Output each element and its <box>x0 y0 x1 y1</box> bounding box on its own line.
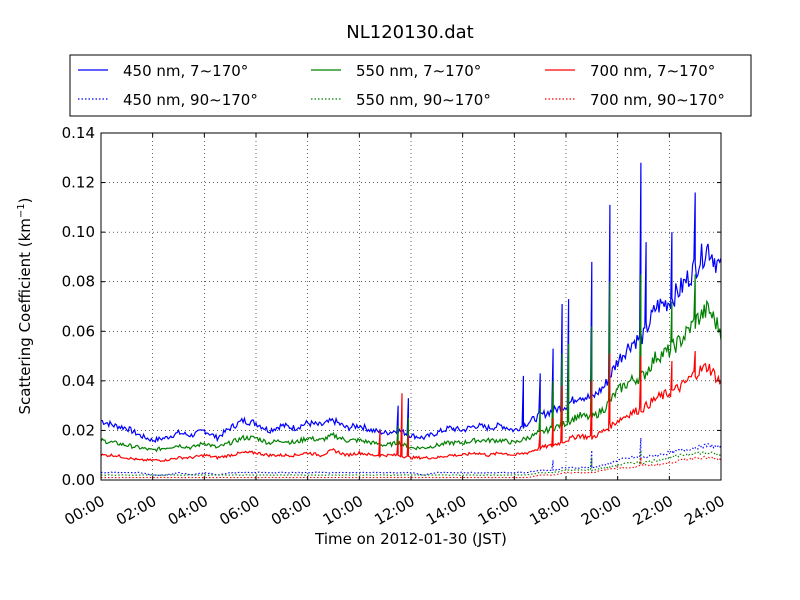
y-tick-label: 0.02 <box>62 421 95 439</box>
legend-box <box>69 54 752 117</box>
series-line-5 <box>100 450 722 476</box>
legend-label: 700 nm, 90∼170° <box>590 91 725 109</box>
series-line-1 <box>101 162 722 443</box>
y-axis: 0.00 0.02 0.04 0.06 0.08 0.10 0.12 0.14 <box>62 124 721 489</box>
x-tick-label: 12:00 <box>371 492 417 529</box>
series-line-6 <box>100 455 722 479</box>
x-tick-label: 22:00 <box>630 492 676 529</box>
y-axis-label: Scattering Coefficient (km−1) <box>16 197 34 414</box>
legend-label: 450 nm, 90∼170° <box>123 91 258 109</box>
y-tick-label: 0.12 <box>62 174 95 192</box>
x-tick-label: 04:00 <box>165 492 211 529</box>
y-tick-label: 0.06 <box>62 322 95 340</box>
legend-label: 550 nm, 7∼170° <box>356 62 481 80</box>
y-axis-label-sup: −1 <box>16 203 27 218</box>
series-group <box>100 162 722 479</box>
grid <box>101 133 721 480</box>
y-tick-label: 0.04 <box>62 372 95 390</box>
series-line-3 <box>100 351 722 462</box>
legend-label: 550 nm, 90∼170° <box>356 91 491 109</box>
x-axis-label: Time on 2012-01-30 (JST) <box>314 530 507 548</box>
y-tick-label: 0.10 <box>62 223 95 241</box>
x-tick-label: 02:00 <box>113 492 159 529</box>
x-tick-label: 20:00 <box>578 492 624 529</box>
y-tick-label: 0.14 <box>62 124 95 142</box>
series-line-2 <box>100 274 722 453</box>
y-tick-label: 0.08 <box>62 273 95 291</box>
x-tick-label: 10:00 <box>320 492 366 529</box>
y-tick-label: 0.00 <box>62 471 95 489</box>
x-tick-label: 06:00 <box>216 492 262 529</box>
y-axis-label-close: ) <box>16 197 34 203</box>
x-tick-label: 18:00 <box>526 492 572 529</box>
x-tick-label: 16:00 <box>475 492 521 529</box>
x-tick-label: 14:00 <box>423 492 469 529</box>
chart-title: NL120130.dat <box>346 22 473 43</box>
x-tick-label: 24:00 <box>681 492 727 529</box>
legend-label: 450 nm, 7∼170° <box>123 62 248 80</box>
legend: 450 nm, 7∼170° 550 nm, 7∼170° 700 nm, 7∼17… <box>69 54 752 117</box>
x-tick-label: 08:00 <box>268 492 314 529</box>
legend-label: 700 nm, 7∼170° <box>590 62 715 80</box>
x-tick-label: 00:00 <box>61 492 107 529</box>
y-axis-label-main: Scattering Coefficient (km <box>16 218 34 414</box>
series-line-4 <box>100 437 722 476</box>
